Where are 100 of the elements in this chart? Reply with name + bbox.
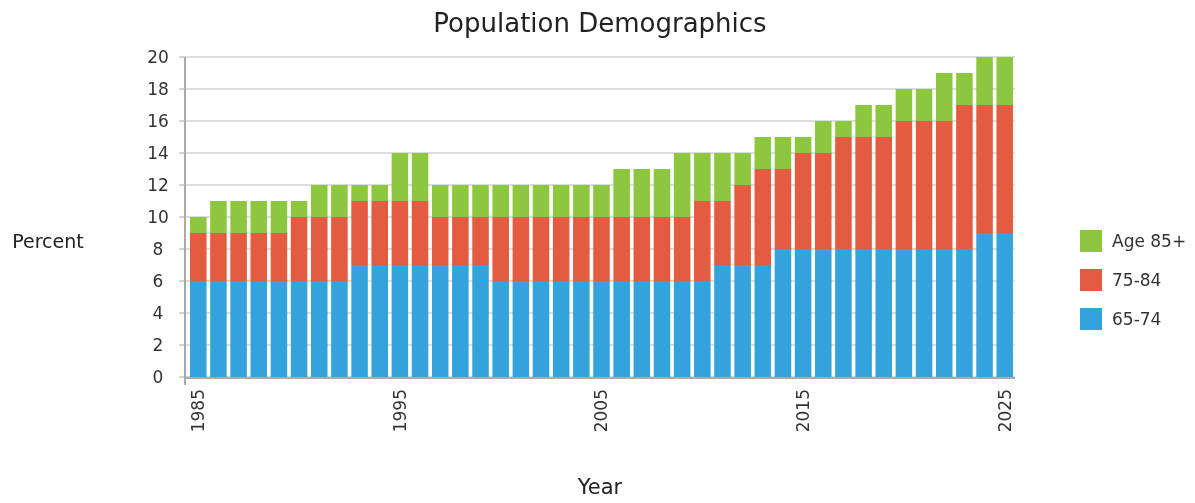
bar bbox=[190, 233, 207, 281]
bar bbox=[290, 281, 308, 377]
bar bbox=[734, 185, 751, 265]
bar bbox=[331, 185, 348, 217]
bar bbox=[270, 233, 288, 281]
bar bbox=[210, 281, 227, 377]
legend-label: 75-84 bbox=[1112, 269, 1162, 290]
bar bbox=[734, 153, 751, 185]
legend-label: Age 85+ bbox=[1112, 230, 1187, 251]
bar bbox=[875, 137, 893, 249]
y-tick-label: 0 bbox=[152, 366, 164, 387]
bar bbox=[794, 137, 812, 153]
bar bbox=[875, 249, 893, 377]
bar bbox=[472, 265, 489, 377]
bar bbox=[290, 201, 308, 217]
bar bbox=[915, 121, 933, 249]
bar bbox=[452, 265, 469, 377]
bar bbox=[310, 281, 328, 377]
y-tick-label: 4 bbox=[152, 302, 164, 323]
bar bbox=[411, 201, 429, 265]
bar bbox=[815, 121, 832, 153]
bar bbox=[653, 169, 671, 217]
bar bbox=[996, 57, 1013, 105]
y-tick-label: 12 bbox=[147, 174, 169, 195]
bar bbox=[492, 217, 509, 281]
bar bbox=[613, 169, 630, 217]
bar bbox=[875, 105, 893, 137]
bar bbox=[774, 249, 792, 377]
bar bbox=[593, 281, 610, 377]
bar bbox=[673, 217, 691, 281]
bar bbox=[794, 249, 812, 377]
bar bbox=[411, 265, 429, 377]
bar bbox=[452, 185, 469, 217]
bar bbox=[371, 201, 388, 265]
bar bbox=[935, 249, 953, 377]
bar bbox=[935, 73, 953, 121]
bar bbox=[391, 153, 409, 201]
bar bbox=[573, 281, 590, 377]
bar bbox=[895, 121, 913, 249]
y-tick-label: 20 bbox=[147, 46, 169, 67]
bar bbox=[431, 185, 449, 217]
bar bbox=[532, 217, 550, 281]
bar bbox=[492, 281, 509, 377]
bar bbox=[714, 201, 731, 265]
bar bbox=[331, 217, 348, 281]
bar bbox=[331, 281, 348, 377]
bar bbox=[351, 201, 368, 265]
bar bbox=[270, 201, 288, 233]
x-tick-label: 2015 bbox=[793, 389, 814, 433]
bar bbox=[190, 281, 207, 377]
bar bbox=[472, 185, 489, 217]
y-tick-label: 8 bbox=[152, 238, 164, 259]
bar bbox=[613, 281, 630, 377]
bar bbox=[633, 281, 651, 377]
bar bbox=[290, 217, 308, 281]
bar bbox=[855, 137, 872, 249]
bar bbox=[673, 153, 691, 217]
bar bbox=[694, 281, 711, 377]
x-tick-label: 2005 bbox=[591, 389, 612, 433]
bar bbox=[754, 265, 772, 377]
bar bbox=[956, 249, 973, 377]
bar bbox=[512, 185, 530, 217]
y-tick-label: 10 bbox=[147, 206, 169, 227]
bar bbox=[532, 185, 550, 217]
bar bbox=[250, 281, 268, 377]
bar bbox=[915, 249, 933, 377]
bar bbox=[452, 217, 469, 265]
bar bbox=[956, 73, 973, 105]
bar bbox=[935, 121, 953, 249]
y-tick-label: 18 bbox=[147, 78, 169, 99]
bar bbox=[573, 217, 590, 281]
bar bbox=[472, 217, 489, 265]
bar bbox=[310, 217, 328, 281]
bar bbox=[835, 137, 852, 249]
legend-label: 65-74 bbox=[1112, 308, 1162, 329]
bar bbox=[895, 249, 913, 377]
bar bbox=[835, 121, 852, 137]
x-tick-label: 2025 bbox=[994, 389, 1015, 433]
bar bbox=[573, 185, 590, 217]
bar bbox=[210, 201, 227, 233]
y-tick-label: 2 bbox=[152, 334, 164, 355]
x-tick-label: 1985 bbox=[188, 389, 209, 433]
bar bbox=[532, 281, 550, 377]
bar bbox=[794, 153, 812, 249]
bar bbox=[754, 137, 772, 169]
chart-title: Population Demographics bbox=[433, 8, 767, 38]
bar bbox=[190, 217, 207, 233]
bar bbox=[694, 201, 711, 281]
bar bbox=[391, 201, 409, 265]
y-tick-label: 6 bbox=[152, 270, 164, 291]
bar bbox=[210, 233, 227, 281]
bar bbox=[855, 105, 872, 137]
bar bbox=[855, 249, 872, 377]
bar bbox=[351, 265, 368, 377]
y-tick-label: 14 bbox=[147, 142, 169, 163]
bar bbox=[552, 217, 570, 281]
bar bbox=[633, 169, 651, 217]
bar bbox=[714, 265, 731, 377]
bar bbox=[371, 185, 388, 201]
bar bbox=[633, 217, 651, 281]
